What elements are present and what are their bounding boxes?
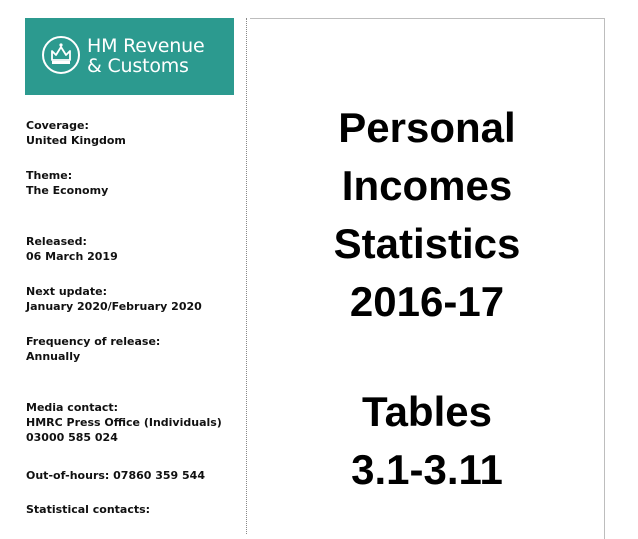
media-contact-phone: 03000 585 024 xyxy=(26,431,118,444)
released-value: 06 March 2019 xyxy=(26,250,118,263)
out-of-hours-group: Out-of-hours: 07860 359 544 xyxy=(26,468,205,483)
frequency-value: Annually xyxy=(26,350,81,363)
coverage-value: United Kingdom xyxy=(26,134,126,147)
frequency-label: Frequency of release: xyxy=(26,335,161,348)
logo-line-1: HM Revenue xyxy=(87,35,205,57)
media-contact-group: Media contact: HMRC Press Office (Indivi… xyxy=(26,400,222,445)
hmrc-logo: HM Revenue & Customs xyxy=(25,18,234,95)
frequency-group: Frequency of release: Annually xyxy=(26,334,160,364)
theme-value: The Economy xyxy=(26,184,109,197)
title-line-1: Personal xyxy=(338,104,516,151)
title-line-4: 2016-17 xyxy=(349,278,505,325)
media-contact-label: Media contact: xyxy=(26,401,119,414)
coverage-label: Coverage: xyxy=(26,119,89,132)
logo-line-2: & Customs xyxy=(87,55,189,77)
statistical-contacts-group: Statistical contacts: xyxy=(26,502,150,517)
next-update-group: Next update: January 2020/February 2020 xyxy=(26,284,202,314)
out-of-hours-text: Out-of-hours: 07860 359 544 xyxy=(26,469,205,482)
report-title: Personal Incomes Statistics 2016-17 xyxy=(250,99,604,331)
media-contact-value: HMRC Press Office (Individuals) xyxy=(26,416,222,429)
title-panel: Personal Incomes Statistics 2016-17 Tabl… xyxy=(250,18,605,539)
dotted-divider xyxy=(246,18,247,534)
title-line-6: 3.1-3.11 xyxy=(351,446,503,493)
statistical-contacts-label: Statistical contacts: xyxy=(26,503,151,516)
released-group: Released: 06 March 2019 xyxy=(26,234,118,264)
title-line-5: Tables xyxy=(362,388,492,435)
coverage-group: Coverage: United Kingdom xyxy=(26,118,126,148)
crest-icon xyxy=(42,36,80,74)
next-update-value: January 2020/February 2020 xyxy=(26,300,202,313)
theme-label: Theme: xyxy=(26,169,73,182)
released-label: Released: xyxy=(26,235,87,248)
tables-title: Tables 3.1-3.11 xyxy=(250,383,604,499)
title-line-3: Statistics xyxy=(333,220,521,267)
theme-group: Theme: The Economy xyxy=(26,168,108,198)
next-update-label: Next update: xyxy=(26,285,107,298)
title-line-2: Incomes xyxy=(341,162,513,209)
